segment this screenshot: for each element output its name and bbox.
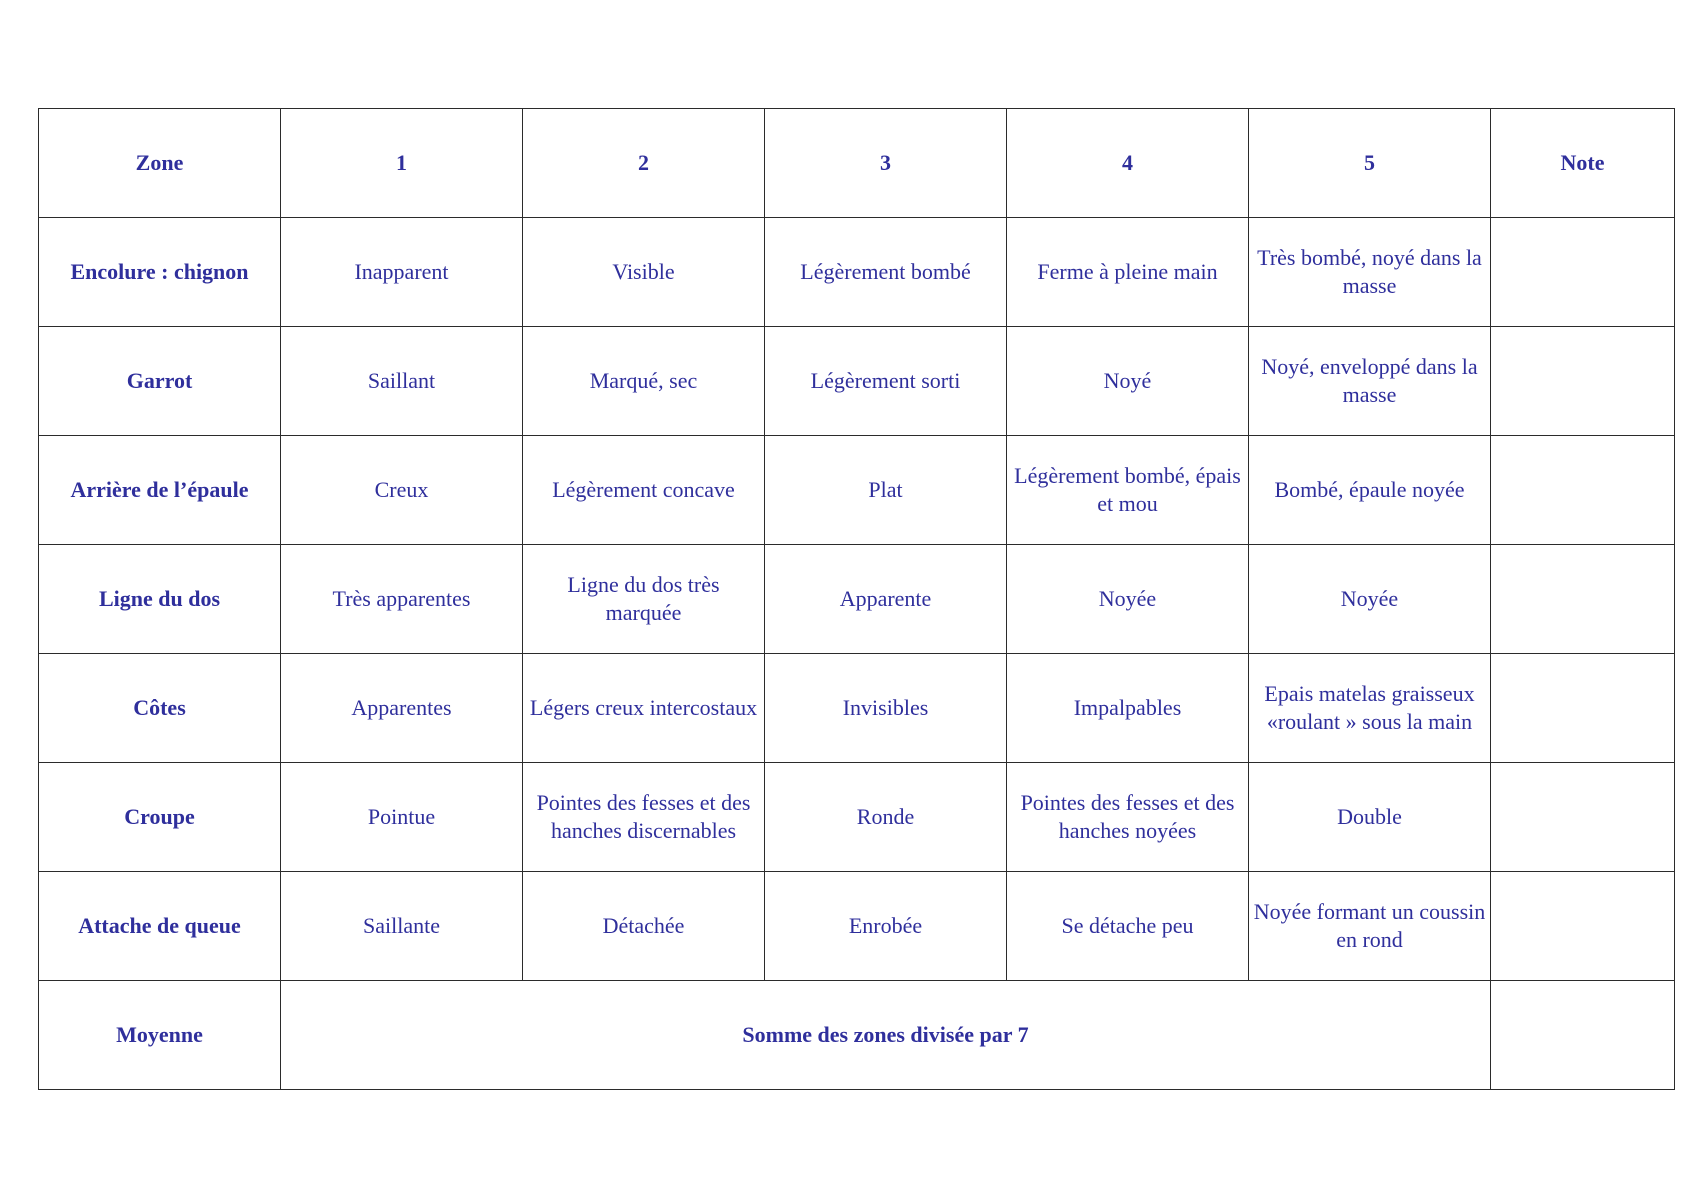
average-label: Moyenne <box>38 980 281 1090</box>
table-row: Garrot Saillant Marqué, sec Légèrement sort… <box>38 326 1675 436</box>
score-4-description: Noyée <box>1006 544 1249 654</box>
score-1-description: Saillant <box>280 326 523 436</box>
average-note-cell[interactable] <box>1490 980 1675 1090</box>
score-3-description: Apparente <box>764 544 1007 654</box>
table-row: Encolure : chignon Inapparent Visible Légèr… <box>38 217 1675 327</box>
header-score-5: 5 <box>1248 108 1491 218</box>
note-cell[interactable] <box>1490 762 1675 872</box>
table-row: Côtes Apparentes Légers creux intercostaux… <box>38 653 1675 763</box>
header-score-3: 3 <box>764 108 1007 218</box>
score-1-description: Inapparent <box>280 217 523 327</box>
score-3-description: Ronde <box>764 762 1007 872</box>
score-3-description: Invisibles <box>764 653 1007 763</box>
score-2-description: Légers creux intercostaux <box>522 653 765 763</box>
score-2-description: Détachée <box>522 871 765 981</box>
score-1-description: Saillante <box>280 871 523 981</box>
note-cell[interactable] <box>1490 871 1675 981</box>
score-2-description: Légèrement concave <box>522 435 765 545</box>
score-3-description: Enrobée <box>764 871 1007 981</box>
score-3-description: Légèrement sorti <box>764 326 1007 436</box>
note-cell[interactable] <box>1490 435 1675 545</box>
zone-label: Attache de queue <box>38 871 281 981</box>
zone-label: Encolure : chignon <box>38 217 281 327</box>
note-cell[interactable] <box>1490 326 1675 436</box>
score-5-description: Double <box>1248 762 1491 872</box>
score-5-description: Noyée <box>1248 544 1491 654</box>
score-1-description: Pointue <box>280 762 523 872</box>
score-1-description: Très apparentes <box>280 544 523 654</box>
zone-label: Ligne du dos <box>38 544 281 654</box>
table-row: Arrière de l’épaule Creux Légèrement conca… <box>38 435 1675 545</box>
table-row: Ligne du dos Très apparentes Ligne du dos … <box>38 544 1675 654</box>
note-cell[interactable] <box>1490 653 1675 763</box>
header-score-4: 4 <box>1006 108 1249 218</box>
score-5-description: Epais matelas graisseux «roulant » sous … <box>1248 653 1491 763</box>
score-4-description: Noyé <box>1006 326 1249 436</box>
note-cell[interactable] <box>1490 544 1675 654</box>
score-4-description: Ferme à pleine main <box>1006 217 1249 327</box>
score-4-description: Impalpables <box>1006 653 1249 763</box>
score-5-description: Noyé, enveloppé dans la masse <box>1248 326 1491 436</box>
score-4-description: Se détache peu <box>1006 871 1249 981</box>
zone-label: Arrière de l’épaule <box>38 435 281 545</box>
table-row: Attache de queue Saillante Détachée Enrobée… <box>38 871 1675 981</box>
note-cell[interactable] <box>1490 217 1675 327</box>
score-3-description: Plat <box>764 435 1007 545</box>
zone-label: Croupe <box>38 762 281 872</box>
header-zone: Zone <box>38 108 281 218</box>
score-5-description: Très bombé, noyé dans la masse <box>1248 217 1491 327</box>
score-5-description: Noyée formant un coussin en rond <box>1248 871 1491 981</box>
header-score-1: 1 <box>280 108 523 218</box>
header-row: Zone 1 2 3 4 5 Note <box>38 108 1675 218</box>
score-1-description: Creux <box>280 435 523 545</box>
table-row: Croupe Pointue Pointes des fesses et des h… <box>38 762 1675 872</box>
score-2-description: Ligne du dos très marquée <box>522 544 765 654</box>
footer-row: Moyenne Somme des zones divisée par 7 <box>38 980 1675 1090</box>
average-formula: Somme des zones divisée par 7 <box>280 980 1491 1090</box>
header-score-2: 2 <box>522 108 765 218</box>
score-1-description: Apparentes <box>280 653 523 763</box>
score-2-description: Visible <box>522 217 765 327</box>
score-4-description: Pointes des fesses et des hanches noyées <box>1006 762 1249 872</box>
score-2-description: Marqué, sec <box>522 326 765 436</box>
zone-label: Côtes <box>38 653 281 763</box>
body-condition-score-table: Zone 1 2 3 4 5 Note Encolure : chignon In… <box>38 108 1675 1090</box>
score-3-description: Légèrement bombé <box>764 217 1007 327</box>
score-4-description: Légèrement bombé, épais et mou <box>1006 435 1249 545</box>
score-5-description: Bombé, épaule noyée <box>1248 435 1491 545</box>
zone-label: Garrot <box>38 326 281 436</box>
score-2-description: Pointes des fesses et des hanches discer… <box>522 762 765 872</box>
header-note: Note <box>1490 108 1675 218</box>
